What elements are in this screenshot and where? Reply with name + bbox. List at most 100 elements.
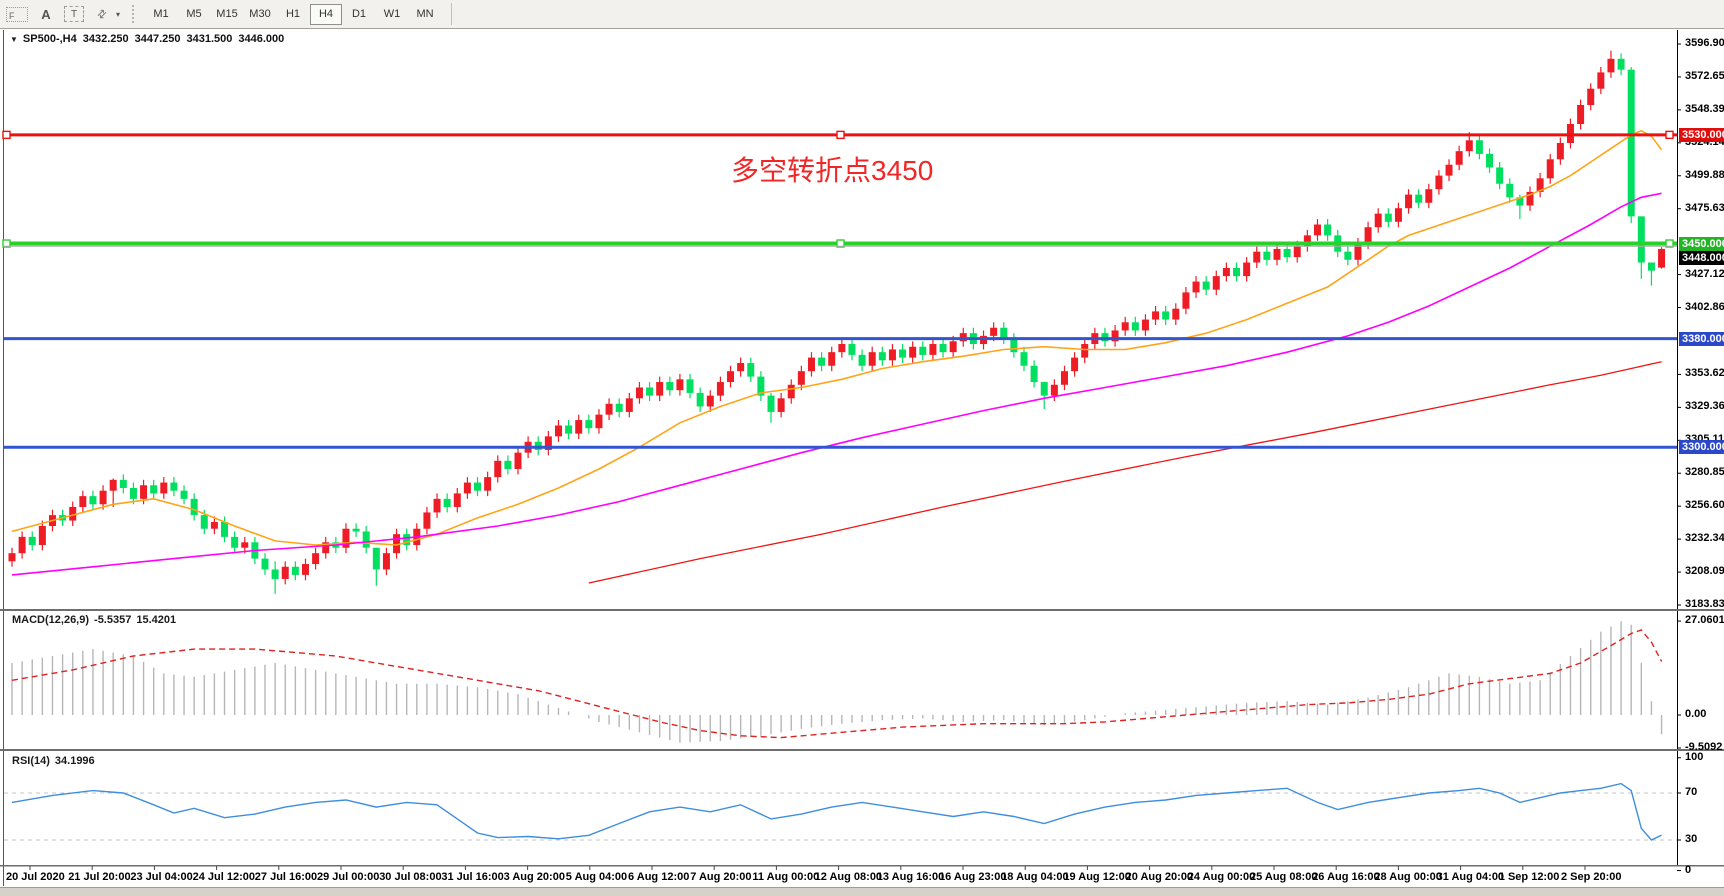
indicator-axis-label: -9.5092 [1685, 740, 1723, 753]
price-tick-label: 3208.090 [1685, 565, 1724, 578]
time-label: 25 Aug 08:00 [1250, 871, 1318, 883]
arrange-arrows-icon[interactable]: ⇅ [94, 6, 110, 22]
timeframe-button-W1[interactable]: W1 [383, 7, 401, 20]
indicator-axis-label: 30 [1685, 833, 1698, 845]
symbol-header[interactable]: ▼ SP500-,H4 3432.250 3447.250 3431.500 3446.0… [10, 33, 290, 45]
indicator-axis-label: 0 [1685, 863, 1692, 876]
time-label: 31 Jul 16:00 [441, 871, 504, 883]
price-tick-label: 3475.630 [1685, 201, 1724, 214]
indicator-axis-label: 0.00 [1685, 708, 1707, 720]
rsi-value: 34.1996 [54, 755, 95, 767]
price-tick-label: 3572.650 [1685, 69, 1724, 82]
ma-mid-magenta [11, 192, 1662, 576]
macd-value-signal: 15.4201 [136, 614, 177, 626]
timeframe-button-D1[interactable]: D1 [351, 7, 367, 20]
time-label: 18 Aug 04:00 [1001, 871, 1069, 883]
price-tick-label: 3353.620 [1685, 367, 1724, 380]
ma-fast-orange [11, 129, 1663, 546]
ohlc-low: 3431.500 [186, 33, 233, 45]
rsi-line [11, 782, 1662, 841]
time-label: 2 Sep 20:00 [1561, 871, 1622, 883]
price-badge-3300: 3300.000 [1679, 440, 1724, 455]
macd-pane-label: MACD(12,26,9) -5.5357 15.4201 [12, 614, 181, 626]
symbol-name: SP500-,H4 [22, 33, 77, 45]
time-label: 21 Jul 20:00 [68, 871, 131, 883]
indicator-axis-label: 27.0601 [1685, 614, 1724, 627]
time-label: 30 Jul 08:00 [379, 871, 442, 883]
price-badge-3530: 3530.000 [1679, 127, 1724, 142]
time-label: 24 Aug 00:00 [1187, 871, 1256, 883]
time-label: 26 Aug 16:00 [1312, 871, 1380, 883]
time-label: 7 Aug 20:00 [690, 871, 752, 883]
ma-slow-red [588, 361, 1662, 584]
macd-histogram [11, 621, 1663, 743]
ohlc-high: 3447.250 [134, 33, 181, 45]
time-label: 29 Jul 00:00 [317, 871, 380, 883]
toolbar-separator [451, 3, 452, 25]
hline-handle[interactable] [2, 239, 11, 248]
price-tick-label: 3329.365 [1685, 400, 1724, 413]
time-label: 12 Aug 08:00 [814, 871, 883, 883]
font-a-icon[interactable]: A [41, 6, 51, 22]
macd-signal-line [11, 629, 1663, 739]
hline-handle[interactable] [1665, 239, 1674, 248]
indicator-axis-label: 100 [1685, 750, 1704, 763]
timeframe-button-M1[interactable]: M1 [153, 7, 169, 20]
timeframe-button-H4[interactable]: H4 [310, 3, 342, 25]
time-label: 16 Aug 23:00 [939, 871, 1007, 883]
time-label: 23 Jul 04:00 [130, 871, 193, 883]
hline-handle[interactable] [836, 239, 845, 248]
toolbar-icon-group: F A T ⇅ ▾ [0, 5, 122, 23]
time-label: 3 Aug 20:00 [503, 871, 565, 883]
rsi-pane-label: RSI(14) 34.1996 [12, 755, 100, 767]
toolbar-separator [132, 5, 137, 23]
pane-separator [0, 609, 1724, 611]
ohlc-close: 3446.000 [238, 33, 285, 45]
time-label: 6 Aug 12:00 [628, 871, 690, 883]
time-label: 27 Jul 16:00 [254, 871, 318, 883]
macd-label-name: MACD(12,26,9) [12, 614, 90, 626]
time-label: 19 Aug 12:00 [1063, 871, 1131, 883]
rsi-label-name: RSI(14) [12, 755, 50, 767]
time-label: 24 Jul 12:00 [192, 871, 255, 883]
pane-separator [0, 749, 1724, 751]
time-label: 20 Aug 20:00 [1125, 871, 1194, 883]
symbol-dropdown-icon[interactable]: ▼ [10, 35, 18, 44]
timeframe-button-H1[interactable]: H1 [285, 7, 301, 20]
hline-handle[interactable] [836, 130, 845, 140]
macd-value-main: -5.5357 [94, 614, 132, 626]
time-label: 5 Aug 04:00 [565, 871, 628, 883]
price-tick-label: 3256.600 [1685, 499, 1724, 512]
ohlc-open: 3432.250 [82, 33, 129, 45]
time-label: 1 Sep 12:00 [1498, 871, 1560, 883]
time-label: 11 Aug 00:00 [752, 871, 820, 883]
timeframe-button-MN[interactable]: MN [416, 7, 434, 20]
time-label: 20 Jul 2020 [6, 871, 65, 883]
price-tick-label: 3183.835 [1685, 598, 1724, 610]
arrows-dropdown-caret-icon[interactable]: ▾ [115, 9, 120, 19]
hline-handle[interactable] [1665, 130, 1674, 140]
text-label-icon[interactable]: T [64, 6, 84, 22]
timeframe-button-M5[interactable]: M5 [186, 7, 202, 20]
time-label: 31 Aug 04:00 [1436, 871, 1505, 883]
indicator-axis-label: 70 [1685, 786, 1698, 798]
timeframe-button-M30[interactable]: M30 [249, 7, 271, 20]
annotation-text[interactable]: 多空转折点3450 [731, 155, 934, 186]
hline-handle[interactable] [2, 130, 11, 140]
price-tick-label: 3232.345 [1685, 532, 1724, 545]
timeframe-button-M15[interactable]: M15 [216, 7, 238, 20]
price-badge-3450: 3450.000 [1679, 236, 1724, 251]
price-badge-3380: 3380.000 [1679, 331, 1724, 346]
price-tick-label: 3596.905 [1685, 37, 1724, 49]
period-separators-icon[interactable]: F [6, 6, 28, 22]
time-label: 28 Aug 00:00 [1374, 871, 1442, 883]
price-tick-label: 3280.855 [1685, 466, 1724, 479]
price-badge-3448: 3448.000 [1679, 250, 1724, 265]
toolbar: F A T ⇅ ▾ M1 M5 M15 M30 H1 H4 D1 W1 MN [0, 0, 1724, 29]
price-tick-label: 3402.865 [1685, 300, 1724, 313]
time-label: 13 Aug 16:00 [876, 871, 945, 883]
price-tick-label: 3499.885 [1685, 168, 1724, 181]
pane-separator [0, 865, 1724, 867]
